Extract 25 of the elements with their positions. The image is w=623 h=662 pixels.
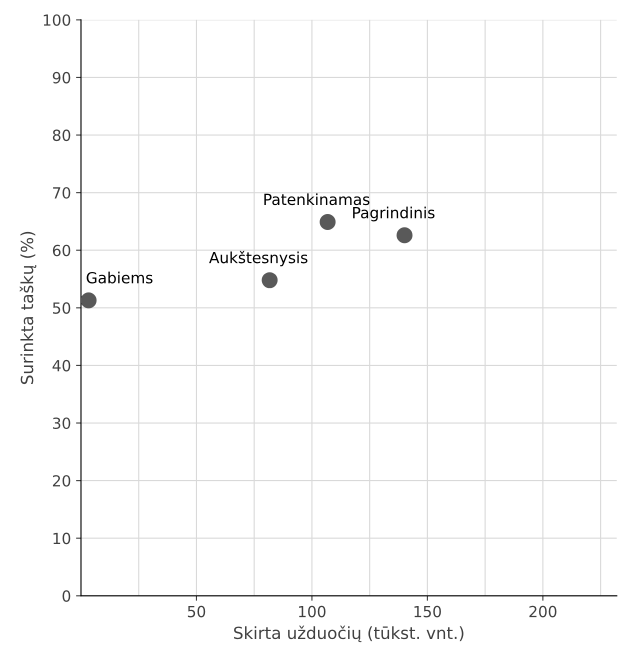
y-tick-label: 60: [52, 244, 70, 256]
y-tick-label: 0: [62, 590, 70, 602]
annotation: Pagrindinis: [353, 206, 434, 222]
y-tick-label: 70: [53, 187, 70, 199]
annotation: Patenkinamas: [264, 193, 370, 206]
annotation: Gabiems: [86, 272, 152, 284]
y-tick-label: 100: [44, 14, 70, 26]
x-tick-label: 200: [529, 606, 556, 618]
y-axis-title: Surinkta taškų (%): [20, 232, 36, 384]
annotation: Aukštesnysis: [209, 250, 308, 266]
x-tick-label: 50: [188, 606, 206, 618]
x-tick-label: 100: [299, 606, 326, 618]
x-tick-label: 150: [414, 606, 441, 618]
point: [80, 292, 97, 308]
y-tick-label: 30: [52, 417, 70, 430]
y-tick-label: 10: [54, 532, 70, 544]
y-tick-label: 90: [52, 72, 70, 84]
y-tick-label: 20: [52, 475, 70, 487]
y-tick-label: 80: [52, 130, 70, 142]
point: [396, 227, 413, 244]
point: [320, 214, 336, 230]
x-axis-title: Skirta užduočių (tūkst. vnt.): [234, 626, 464, 642]
point: [262, 272, 278, 288]
y-tick-label: 40: [52, 360, 70, 372]
y-tick-label: 50: [53, 302, 70, 314]
